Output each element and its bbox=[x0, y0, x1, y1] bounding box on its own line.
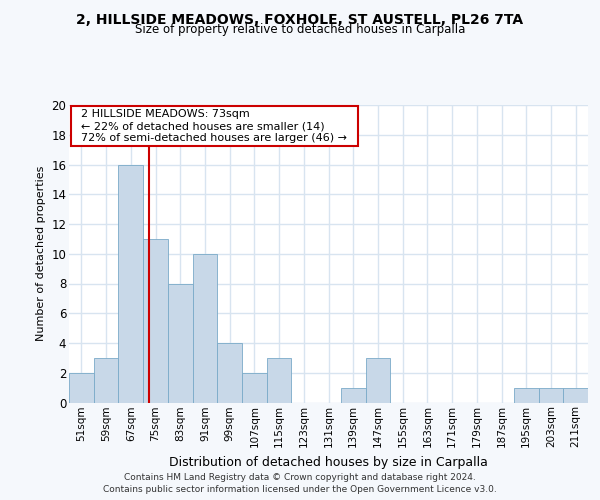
Text: 2, HILLSIDE MEADOWS, FOXHOLE, ST AUSTELL, PL26 7TA: 2, HILLSIDE MEADOWS, FOXHOLE, ST AUSTELL… bbox=[76, 12, 524, 26]
Bar bbox=[217, 343, 242, 402]
Bar bbox=[168, 284, 193, 403]
Bar bbox=[267, 358, 292, 403]
X-axis label: Distribution of detached houses by size in Carpalla: Distribution of detached houses by size … bbox=[169, 456, 488, 468]
Bar bbox=[514, 388, 539, 402]
Bar bbox=[94, 358, 118, 403]
Bar bbox=[69, 373, 94, 402]
Bar bbox=[563, 388, 588, 402]
Text: Contains HM Land Registry data © Crown copyright and database right 2024.: Contains HM Land Registry data © Crown c… bbox=[124, 472, 476, 482]
Bar bbox=[193, 254, 217, 402]
Y-axis label: Number of detached properties: Number of detached properties bbox=[35, 166, 46, 342]
Bar bbox=[365, 358, 390, 403]
Bar bbox=[341, 388, 365, 402]
Bar bbox=[143, 239, 168, 402]
Text: Size of property relative to detached houses in Carpalla: Size of property relative to detached ho… bbox=[135, 22, 465, 36]
Text: Contains public sector information licensed under the Open Government Licence v3: Contains public sector information licen… bbox=[103, 485, 497, 494]
Bar bbox=[242, 373, 267, 402]
Text: 2 HILLSIDE MEADOWS: 73sqm  
  ← 22% of detached houses are smaller (14)  
  72% : 2 HILLSIDE MEADOWS: 73sqm ← 22% of detac… bbox=[74, 110, 354, 142]
Bar bbox=[118, 164, 143, 402]
Bar bbox=[539, 388, 563, 402]
